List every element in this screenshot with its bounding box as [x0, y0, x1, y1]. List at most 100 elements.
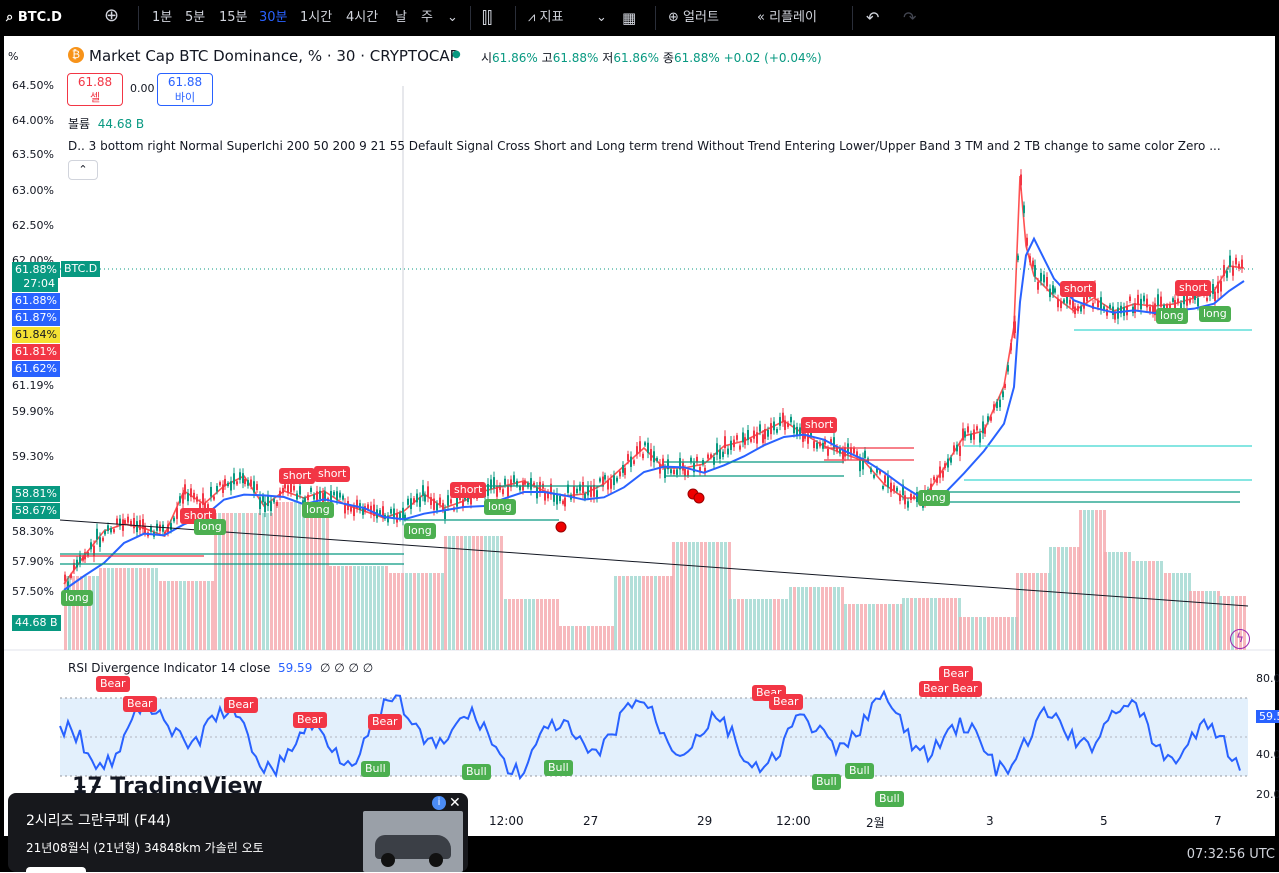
- candle-body: [699, 467, 701, 473]
- ad-close-icon[interactable]: ✕: [449, 795, 461, 811]
- sell-button[interactable]: 61.88 셀: [67, 73, 123, 106]
- volume-bar: [583, 626, 586, 650]
- volume-bar: [1099, 510, 1102, 650]
- volume-bar: [246, 513, 249, 650]
- tf-dropdown-icon[interactable]: ⌄: [447, 10, 458, 25]
- indicators-dropdown-icon[interactable]: ⌄: [596, 10, 607, 25]
- volume-bar: [536, 599, 539, 650]
- volume-bar: [151, 568, 154, 650]
- collapse-legend-button[interactable]: ⌃: [68, 160, 98, 180]
- y-label: 57.50%: [12, 585, 54, 598]
- alert-button[interactable]: ⊕ 얼러트: [668, 8, 719, 28]
- volume-bar: [934, 598, 937, 650]
- volume-bar: [769, 599, 772, 650]
- volume-legend[interactable]: 볼륨 44.68 B: [68, 117, 145, 131]
- volume-bar: [1180, 573, 1183, 650]
- candle-body: [864, 450, 866, 459]
- candle-body: [727, 448, 729, 455]
- market-status-icon: ●: [452, 49, 461, 60]
- candle-body: [207, 504, 209, 508]
- tf-day[interactable]: 날: [395, 10, 407, 25]
- volume-bar: [238, 513, 241, 650]
- volume-bar: [918, 598, 921, 650]
- volume-bar: [809, 587, 812, 650]
- layout-grid-icon[interactable]: ▦: [622, 9, 637, 27]
- volume-bar: [599, 626, 602, 650]
- candle-body: [162, 524, 164, 532]
- indicator-legend[interactable]: D.. 3 bottom right Normal SuperIchi 200 …: [68, 139, 1221, 153]
- buy-button[interactable]: 61.88 바이: [157, 73, 213, 106]
- volume-bar: [817, 587, 820, 650]
- candle-body: [970, 433, 972, 440]
- candle-body: [430, 497, 432, 505]
- candle-body: [110, 528, 112, 533]
- tf-1h[interactable]: 1시간: [300, 10, 333, 25]
- volume-bar: [1136, 561, 1139, 650]
- chart-canvas[interactable]: [4, 36, 1275, 836]
- volume-bar: [975, 617, 978, 650]
- volume-tag: 44.68 B: [12, 615, 61, 631]
- candle-body: [119, 518, 121, 527]
- volume-bar: [425, 573, 428, 650]
- tf-30m[interactable]: 30분: [259, 10, 288, 25]
- volume-bar: [1144, 561, 1147, 650]
- candle-type-icon[interactable]: ⫿⫿: [482, 8, 493, 27]
- volume-bar: [187, 581, 190, 650]
- candle-body: [404, 514, 406, 520]
- candle-body: [150, 526, 152, 532]
- candle-body: [773, 421, 775, 431]
- ad-car-image[interactable]: [363, 811, 463, 872]
- volume-bar: [1219, 596, 1222, 650]
- tf-4h[interactable]: 4시간: [346, 10, 379, 25]
- indicators-button[interactable]: ⩘ 지표: [528, 8, 563, 28]
- candle-body: [250, 479, 252, 487]
- redo-icon[interactable]: ↷: [903, 8, 917, 27]
- rsi-axis-label: 20.0: [1256, 788, 1279, 801]
- volume-bar: [512, 599, 515, 650]
- candle-body: [787, 422, 789, 427]
- volume-bar: [777, 599, 780, 650]
- candle-body: [553, 493, 555, 502]
- ad-info-icon[interactable]: i: [432, 796, 446, 810]
- rsi-bear-label: Bear: [224, 697, 258, 713]
- volume-bar: [345, 566, 348, 650]
- candle-body: [136, 521, 138, 533]
- volume-bar: [333, 566, 336, 650]
- lightning-icon[interactable]: ϟ: [1230, 629, 1250, 649]
- volume-bar: [123, 568, 126, 650]
- volume-bar: [111, 568, 114, 650]
- volume-bar: [971, 617, 974, 650]
- volume-bar: [96, 576, 99, 650]
- volume-bar: [421, 573, 424, 650]
- volume-bar: [556, 599, 559, 650]
- tf-week[interactable]: 주: [421, 10, 433, 25]
- volume-bar: [80, 576, 83, 650]
- candle-body: [499, 485, 501, 491]
- candle-body: [693, 462, 695, 473]
- tf-1m[interactable]: 1분: [152, 10, 173, 25]
- compare-add-icon[interactable]: ⊕: [104, 5, 120, 26]
- volume-bar: [456, 536, 459, 650]
- price-scale-unit[interactable]: %: [8, 50, 19, 63]
- candle-body: [244, 478, 246, 485]
- chart-area[interactable]: % ₿ Market Cap BTC Dominance, % · 30 · C…: [0, 36, 1279, 836]
- candle-body: [1063, 299, 1065, 303]
- candle-body: [439, 497, 441, 505]
- tf-15m[interactable]: 15분: [219, 10, 248, 25]
- clock[interactable]: 07:32:56 UTC: [1186, 847, 1275, 862]
- candle-body: [650, 449, 652, 461]
- replay-button[interactable]: « 리플레이: [757, 8, 817, 28]
- volume-bar: [250, 513, 253, 650]
- volume-bar: [930, 598, 933, 650]
- undo-icon[interactable]: ↶: [866, 8, 880, 27]
- tf-5m[interactable]: 5분: [185, 10, 206, 25]
- rsi-legend[interactable]: RSI Divergence Indicator 14 close 59.59 …: [68, 661, 374, 675]
- candle-body: [1032, 260, 1034, 267]
- candle-body: [590, 486, 592, 497]
- ad-popup[interactable]: 2시리즈 그란쿠페 (F44) 21년08월식 (21년형) 34848km 가…: [8, 793, 468, 873]
- symbol-search[interactable]: ⌕ BTC.D: [6, 8, 62, 28]
- chart-title[interactable]: Market Cap BTC Dominance, % · 30 · CRYPT…: [89, 47, 459, 65]
- candle-body: [1029, 256, 1031, 263]
- ad-cta-button[interactable]: [26, 867, 86, 873]
- indicator-price-tag: 61.81%: [12, 344, 60, 360]
